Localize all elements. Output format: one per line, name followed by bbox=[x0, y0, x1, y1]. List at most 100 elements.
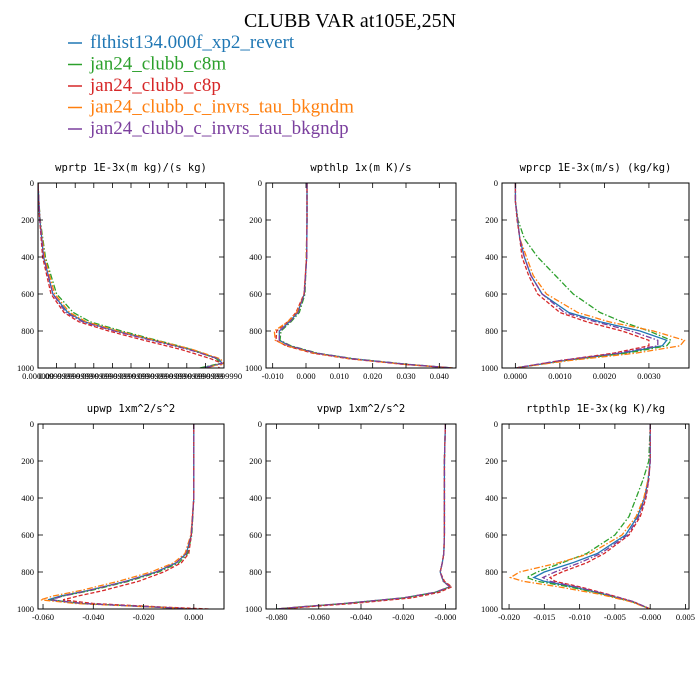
panel-title: rtpthlp 1E-3x(kg K)/kg bbox=[526, 403, 665, 415]
series-line bbox=[276, 424, 453, 609]
x-tick-label: -0.020 bbox=[498, 612, 520, 622]
series-line bbox=[275, 183, 453, 368]
y-tick-label: 800 bbox=[249, 567, 262, 577]
plot-frame bbox=[501, 182, 690, 369]
series-line bbox=[38, 183, 222, 368]
y-tick-label: 600 bbox=[21, 289, 34, 299]
chart-panel: wpthlp 1x(m K)/s 0 200 400 600 800 1000-0.010 0… bbox=[245, 162, 457, 381]
y-tick-label: 800 bbox=[485, 567, 498, 577]
y-tick-label: 1000 bbox=[481, 363, 498, 373]
panel-title: wprtp 1E-3x(m kg)/(s kg) bbox=[55, 162, 207, 174]
legend-label: jan24_clubb_c8m bbox=[89, 54, 226, 75]
series-line bbox=[514, 183, 673, 368]
series-line bbox=[38, 183, 224, 368]
y-tick-label: 1000 bbox=[481, 604, 498, 614]
x-tick-label: -0.005 bbox=[604, 612, 626, 622]
y-tick-label: 400 bbox=[21, 252, 34, 262]
series-line bbox=[38, 183, 224, 368]
y-tick-label: 400 bbox=[249, 252, 262, 262]
legend-label: flthist134.000f_xp2_revert bbox=[90, 32, 295, 53]
legend-entry: jan24_clubb_c_invrs_tau_bkgndp bbox=[68, 118, 349, 139]
chart-panel: vpwp 1xm^2/s^2 0 200 400 600 800 1000 -0.080 -0.… bbox=[245, 403, 457, 622]
plot-frame bbox=[265, 423, 457, 610]
panel-title: vpwp 1xm^2/s^2 bbox=[317, 403, 406, 415]
panel-title: wpthlp 1x(m K)/s bbox=[310, 162, 411, 174]
chart-panel: wprcp 1E-3x(m/s) (kg/kg) 0 200 400 600 800 100… bbox=[481, 162, 690, 381]
x-tick-label: 0.0999999 bbox=[187, 371, 223, 381]
y-tick-label: 0 bbox=[494, 178, 498, 188]
x-tick-label: -0.020 bbox=[133, 612, 155, 622]
x-tick-label: 0.020 bbox=[363, 371, 382, 381]
x-tick-label: -0.000 bbox=[639, 612, 661, 622]
panel-title: wprcp 1E-3x(m/s) (kg/kg) bbox=[520, 162, 672, 174]
x-tick-label: -0.015 bbox=[533, 612, 555, 622]
legend-label: jan24_clubb_c8p bbox=[89, 75, 221, 96]
y-tick-label: 0 bbox=[258, 178, 262, 188]
y-tick-label: 600 bbox=[21, 530, 34, 540]
y-tick-label: 400 bbox=[21, 493, 34, 503]
plot-frame bbox=[265, 182, 457, 369]
y-tick-label: 800 bbox=[249, 326, 262, 336]
y-tick-label: 1000 bbox=[17, 604, 34, 614]
series-line bbox=[38, 183, 224, 368]
series-line bbox=[276, 424, 451, 609]
x-tick-label: -0.080 bbox=[266, 612, 288, 622]
x-tick-label: -0.060 bbox=[32, 612, 54, 622]
y-tick-label: 400 bbox=[249, 493, 262, 503]
x-tick-label: 0.0999999 bbox=[113, 371, 149, 381]
series-line bbox=[276, 424, 451, 609]
series-line bbox=[38, 183, 224, 368]
x-tick-label: 0.000 bbox=[184, 612, 203, 622]
x-tick-label: -0.040 bbox=[350, 612, 372, 622]
y-tick-label: 600 bbox=[485, 530, 498, 540]
panels-grid: wprtp 1E-3x(m kg)/(s kg) 0 200 400 600 800 100… bbox=[17, 162, 695, 622]
x-tick-label: 0.0999999 bbox=[169, 371, 205, 381]
y-tick-label: 0 bbox=[258, 419, 262, 429]
y-tick-label: 600 bbox=[249, 530, 262, 540]
x-tick-label: 0.010 bbox=[330, 371, 349, 381]
y-tick-label: 1000 bbox=[245, 604, 262, 614]
series-line bbox=[514, 183, 668, 368]
x-tick-label: -0.010 bbox=[262, 371, 284, 381]
x-tick-label: 0.0020 bbox=[593, 371, 616, 381]
x-tick-label: 0.0010 bbox=[548, 371, 571, 381]
x-tick-label: 0.0999999 bbox=[57, 371, 93, 381]
y-tick-label: 1000 bbox=[245, 363, 262, 373]
series-group bbox=[276, 424, 454, 609]
series-line bbox=[62, 424, 209, 609]
y-tick-label: 200 bbox=[249, 215, 262, 225]
x-tick-label: 0.0999999 bbox=[76, 371, 112, 381]
series-line bbox=[278, 424, 454, 609]
y-tick-label: 200 bbox=[485, 456, 498, 466]
y-tick-label: 200 bbox=[21, 215, 34, 225]
x-tick-label: 0.0999999 bbox=[132, 371, 168, 381]
x-tick-label: 0.0000 bbox=[504, 371, 527, 381]
series-line bbox=[508, 424, 651, 609]
x-tick-label: 0.000000 bbox=[22, 371, 54, 381]
series-group bbox=[508, 424, 651, 609]
series-group bbox=[40, 424, 209, 609]
x-tick-label: 0.0999999 bbox=[150, 371, 186, 381]
y-tick-label: 0 bbox=[30, 419, 34, 429]
x-tick-label: 0.005 bbox=[676, 612, 695, 622]
legend-entry: jan24_clubb_c8p bbox=[68, 75, 221, 96]
y-tick-label: 400 bbox=[485, 252, 498, 262]
series-line bbox=[50, 424, 195, 609]
x-tick-label: 0.0999999 bbox=[39, 371, 75, 381]
series-line bbox=[273, 183, 453, 368]
y-tick-label: 800 bbox=[21, 326, 34, 336]
legend-entry: flthist134.000f_xp2_revert bbox=[68, 32, 295, 53]
series-group bbox=[273, 183, 453, 368]
series-line bbox=[541, 424, 651, 609]
legend-label: jan24_clubb_c_invrs_tau_bkgndp bbox=[89, 118, 349, 139]
x-tick-label: 0.040 bbox=[430, 371, 449, 381]
plot-frame bbox=[501, 423, 690, 610]
series-group bbox=[514, 183, 686, 368]
x-tick-label: -0.060 bbox=[308, 612, 330, 622]
series-line bbox=[514, 183, 650, 368]
series-line bbox=[50, 424, 195, 609]
figure-title: CLUBB VAR at105E,25N bbox=[244, 10, 456, 32]
series-line bbox=[40, 424, 195, 609]
x-tick-label: -0.020 bbox=[392, 612, 414, 622]
y-tick-label: 600 bbox=[249, 289, 262, 299]
